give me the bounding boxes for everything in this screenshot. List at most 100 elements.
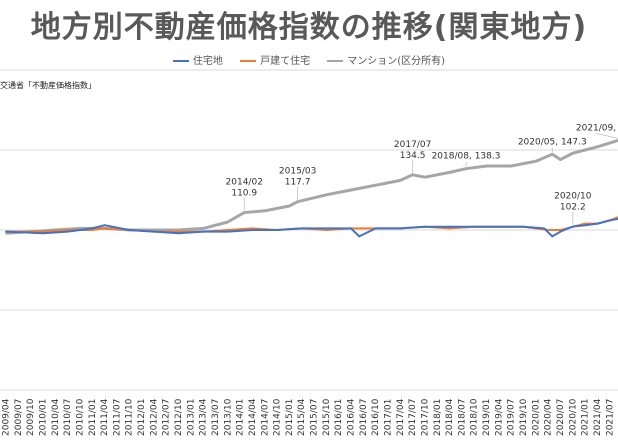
- series-1-point-1: [42, 230, 44, 233]
- series-2-point-21: [465, 167, 467, 170]
- x-tick-label-0: 2009/04: [2, 398, 12, 436]
- series-0-point-16: [374, 227, 377, 230]
- annotation-label-1: 2015/03: [279, 167, 316, 177]
- annotation-label-5: 2021/09,: [576, 123, 616, 133]
- series-0-point-6: [153, 230, 155, 233]
- annotation-value-1: 117.7: [285, 178, 311, 188]
- x-tick-label-46: 2020/10: [568, 398, 578, 436]
- x-tick-label-42: 2019/10: [519, 398, 529, 436]
- source-note: 交通省「不動産価格指数」: [0, 81, 96, 90]
- series-0-point-21: [498, 225, 500, 228]
- x-tick-label-5: 2010/07: [63, 399, 73, 436]
- x-tick-label-2: 2009/10: [26, 398, 36, 436]
- series-line-1: [6, 216, 618, 233]
- series-0-point-29: [608, 219, 611, 222]
- grid-lines: [0, 69, 618, 391]
- series-2-point-20: [448, 171, 451, 174]
- series-line-0: [5, 217, 618, 238]
- series-lines: [5, 138, 618, 238]
- x-tick-label-23: 2015/01: [285, 399, 295, 436]
- x-tick-label-8: 2011/04: [100, 398, 110, 436]
- x-tick-label-43: 2020/01: [531, 399, 541, 436]
- x-tick-label-47: 2021/01: [581, 399, 591, 436]
- series-2-point-14: [325, 193, 328, 196]
- series-0-point-9: [226, 230, 229, 233]
- series-2-point-16: [374, 184, 377, 187]
- annotation-label-6: 2020/10: [554, 191, 592, 201]
- series-2-point-25: [551, 153, 554, 156]
- series-0-point-27: [584, 224, 586, 227]
- x-tick-label-32: 2017/04: [396, 398, 406, 436]
- x-tick-label-11: 2012/01: [137, 399, 147, 436]
- x-tick-label-25: 2015/07: [310, 399, 320, 436]
- series-1-point-13: [325, 229, 328, 231]
- series-0-point-24: [551, 235, 554, 238]
- series-1-point-9: [226, 229, 229, 231]
- series-2-point-27: [571, 152, 574, 155]
- series-0-point-1: [42, 232, 44, 235]
- x-tick-label-36: 2018/04: [445, 398, 455, 436]
- legend-label-land: 住宅地: [192, 56, 223, 67]
- series-2-point-18: [411, 173, 414, 176]
- x-tick-labels: 2009/04 2009/07 2009/10 2010/01 2010/04 2010/…: [2, 398, 616, 436]
- annotation-value-6: 102.2: [560, 202, 586, 212]
- annotation-label-3: 2018/08, 138.3: [432, 152, 501, 162]
- series-0-point-15: [358, 235, 361, 238]
- x-tick-label-24: 2015/04: [297, 398, 307, 436]
- x-tick-label-15: 2013/01: [186, 399, 196, 436]
- series-2-point-0: [5, 232, 7, 235]
- chart-title: 地方別不動産価格指数の推移(関東地方): [30, 10, 588, 45]
- series-2-point-23: [510, 165, 513, 167]
- x-tick-label-39: 2019/01: [482, 399, 492, 436]
- x-tick-label-45: 2020/07: [556, 399, 566, 436]
- series-1-point-2: [66, 229, 69, 231]
- x-tick-label-21: 2014/07: [260, 399, 270, 436]
- series-0-point-25: [559, 230, 562, 233]
- x-tick-label-27: 2016/01: [334, 399, 344, 436]
- series-0-point-7: [177, 232, 180, 235]
- annotation-label-0: 2014/02: [226, 178, 263, 188]
- legend-item-condo[interactable]: マンション(区分所有): [327, 52, 445, 67]
- annotation-value-2: 134.5: [400, 151, 426, 161]
- series-0-point-4: [103, 224, 106, 227]
- series-2-point-9: [226, 221, 229, 223]
- series-0-point-23: [543, 227, 545, 230]
- series-1-point-3: [91, 229, 94, 231]
- x-tick-label-33: 2017/07: [408, 399, 418, 436]
- x-tick-label-38: 2018/10: [470, 398, 480, 436]
- series-2-point-8: [202, 227, 205, 230]
- series-0-point-10: [251, 229, 254, 231]
- series-2-point-7: [177, 229, 180, 231]
- series-0-point-26: [571, 225, 574, 228]
- x-tick-label-12: 2012/04: [149, 398, 159, 436]
- series-2-point-29: [596, 145, 599, 148]
- legend-label-house: 戸建て住宅: [260, 56, 311, 67]
- x-tick-label-48: 2021/04: [593, 398, 603, 436]
- series-2-point-12: [288, 205, 291, 207]
- x-tick-label-35: 2018/01: [433, 399, 443, 436]
- x-tick-label-17: 2013/07: [211, 399, 221, 436]
- legend-item-house[interactable]: 戸建て住宅: [240, 52, 310, 67]
- x-tick-label-19: 2014/01: [236, 399, 246, 436]
- series-2-point-17: [399, 179, 402, 182]
- x-tick-label-10: 2011/10: [125, 398, 135, 436]
- x-tick-label-1: 2009/07: [14, 399, 24, 436]
- series-2-point-22: [485, 165, 488, 167]
- legend-swatch-condo: [327, 60, 344, 62]
- series-2-point-11: [263, 209, 266, 212]
- x-tick-label-7: 2011/01: [88, 399, 98, 436]
- x-tick-label-44: 2020/04: [544, 398, 554, 436]
- x-tick-label-9: 2011/07: [112, 399, 122, 436]
- series-1-point-10: [251, 227, 254, 230]
- x-tick-label-6: 2010/10: [75, 398, 85, 436]
- legend-item-land[interactable]: 住宅地: [172, 52, 223, 67]
- legend-label-condo: マンション(区分所有): [347, 56, 446, 67]
- x-tick-label-4: 2010/04: [51, 398, 61, 436]
- x-tick-label-31: 2017/01: [384, 399, 394, 436]
- series-0-point-18: [424, 225, 426, 228]
- x-tick-label-18: 2013/10: [223, 398, 233, 436]
- x-tick-label-20: 2014/04: [248, 398, 258, 436]
- x-tick-label-49: 2021/07: [605, 399, 615, 436]
